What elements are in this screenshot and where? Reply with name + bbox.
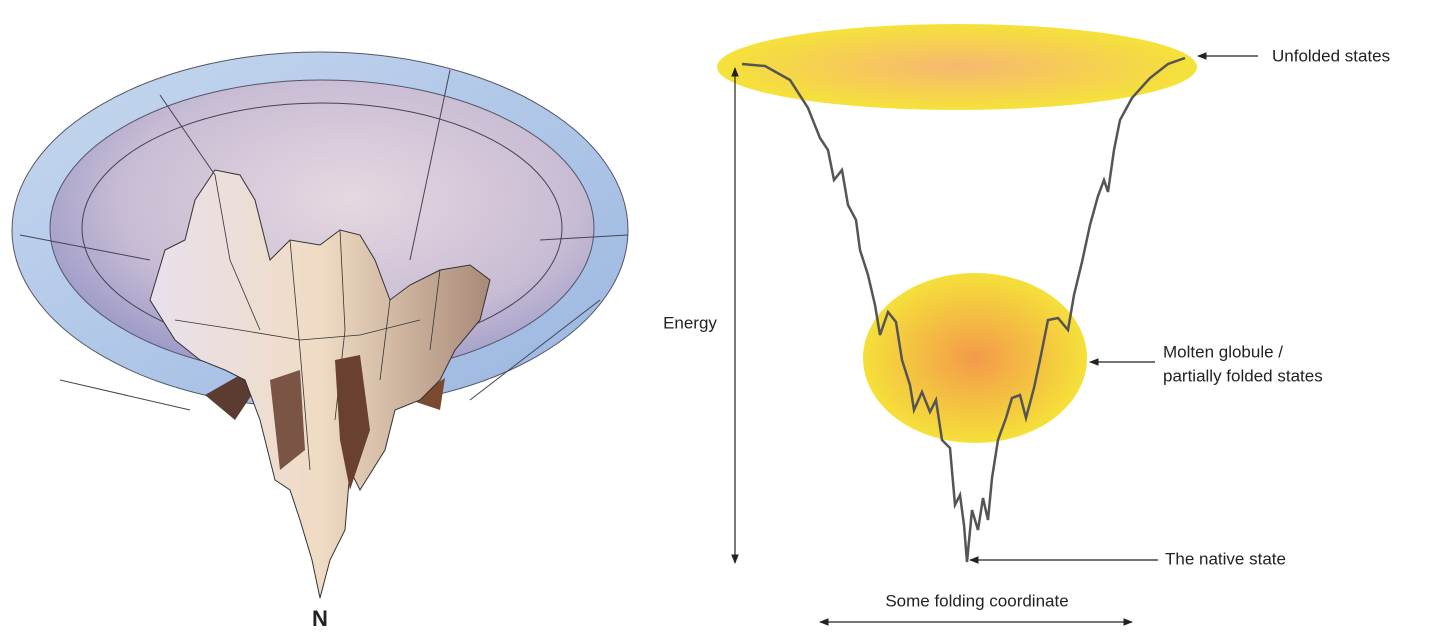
unfolded-region xyxy=(717,24,1197,110)
y-axis-label: Energy xyxy=(663,313,717,332)
x-axis-label: Some folding coordinate xyxy=(885,591,1068,610)
molten-globule-region xyxy=(863,273,1087,443)
funnel xyxy=(12,52,628,598)
annotation: partially folded states xyxy=(1163,366,1323,385)
diagram: N Energy Some folding coordinate Unfolde… xyxy=(0,0,1434,634)
native-label: N xyxy=(312,606,328,631)
annotation: The native state xyxy=(1165,549,1286,568)
annotation: Unfolded states xyxy=(1272,46,1390,65)
annotation: Molten globule / xyxy=(1163,342,1283,361)
